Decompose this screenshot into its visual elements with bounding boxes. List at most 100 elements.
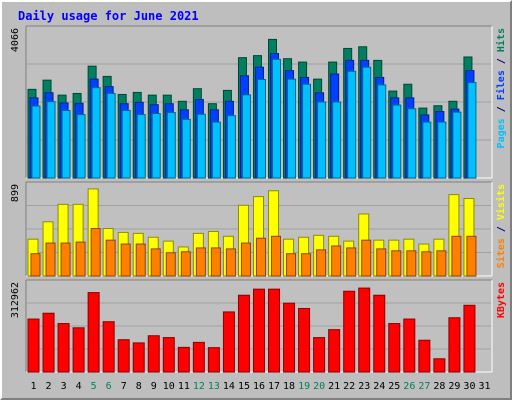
bar-sites-30 [466,235,477,277]
bar-kbytes-19 [298,307,311,373]
x-tick-label-25: 25 [388,381,400,392]
bar-kbytes-8 [132,342,145,373]
x-tick-label-5: 5 [91,381,97,392]
bar-pages-17 [272,58,282,179]
bar-kbytes-3 [57,323,70,373]
bar-kbytes-2 [42,312,55,373]
x-tick-label-28: 28 [433,381,445,392]
bar-pages-23 [362,66,372,179]
bar-sites-6 [105,239,116,277]
bar-sites-16 [255,237,266,277]
bar-pages-6 [106,92,116,179]
bar-sites-9 [150,248,161,277]
bar-sites-29 [451,235,462,277]
x-tick-label-4: 4 [76,381,82,392]
bar-kbytes-30 [463,304,476,373]
bar-kbytes-6 [102,321,115,373]
y-tick-label-visits-sites: 899 [10,184,21,202]
bar-kbytes-21 [328,329,341,373]
bar-pages-22 [347,70,357,179]
bar-pages-26 [407,108,417,179]
bar-sites-4 [75,241,86,277]
bar-pages-18 [287,78,297,179]
bar-pages-30 [467,82,477,179]
bar-pages-27 [422,121,432,179]
x-tick-label-31: 31 [478,381,490,392]
bar-sites-8 [135,243,146,277]
bar-pages-16 [256,78,266,179]
bar-sites-7 [120,243,131,277]
bar-kbytes-16 [252,288,265,373]
bar-kbytes-10 [162,337,175,373]
bar-kbytes-29 [448,317,461,373]
bar-kbytes-22 [343,290,356,373]
bar-sites-21 [331,245,342,277]
bar-kbytes-26 [403,318,416,373]
legend-part-0: Sites [495,238,507,268]
x-tick-label-11: 11 [178,381,190,392]
y-tick-label-hits-files-pages: 4066 [10,28,21,52]
legend-part-4: Hits [495,28,507,52]
bar-sites-25 [391,250,402,277]
bar-pages-28 [437,121,447,179]
bar-pages-19 [302,83,312,179]
bar-pages-7 [121,110,131,179]
x-tick-label-17: 17 [268,381,280,392]
x-tick-label-18: 18 [283,381,295,392]
bar-kbytes-15 [237,294,250,373]
bar-sites-26 [406,250,417,277]
bar-sites-18 [286,253,297,277]
legend-visits-sites: Sites / Visits [495,184,507,268]
bar-pages-14 [226,115,236,179]
bar-pages-11 [181,118,191,179]
chart-title: Daily usage for June 2021 [18,9,199,23]
bar-sites-5 [90,228,101,277]
bar-kbytes-27 [418,339,431,373]
x-tick-label-3: 3 [61,381,67,392]
bar-kbytes-4 [72,327,85,373]
bar-sites-27 [421,251,432,277]
bar-pages-12 [196,113,206,179]
x-tick-label-12: 12 [193,381,205,392]
x-tick-label-1: 1 [31,381,37,392]
bar-pages-20 [317,101,327,179]
x-tick-label-16: 16 [253,381,265,392]
bar-pages-13 [211,121,221,179]
x-tick-label-2: 2 [46,381,52,392]
bar-sites-12 [195,247,206,277]
x-tick-label-26: 26 [403,381,415,392]
x-tick-label-22: 22 [343,381,355,392]
bar-pages-4 [76,114,86,179]
x-tick-label-19: 19 [298,381,310,392]
bar-kbytes-11 [177,346,190,373]
bar-kbytes-9 [147,335,160,373]
bar-pages-25 [392,104,402,179]
bar-kbytes-20 [313,337,326,373]
bar-pages-29 [452,111,462,179]
bar-sites-20 [316,249,327,277]
bar-kbytes-7 [117,339,130,373]
x-tick-label-9: 9 [151,381,157,392]
bar-sites-3 [60,242,71,277]
bar-sites-11 [180,251,191,277]
bar-sites-10 [165,252,176,277]
x-tick-label-8: 8 [136,381,142,392]
x-tick-label-13: 13 [208,381,220,392]
bar-kbytes-17 [268,288,281,373]
bar-pages-5 [91,87,101,179]
bar-kbytes-23 [358,287,371,373]
legend-part-2: Visits [495,184,507,220]
bar-pages-24 [377,84,387,179]
bar-kbytes-25 [388,323,401,373]
x-tick-label-24: 24 [373,381,385,392]
bar-sites-28 [436,250,447,277]
legend-part-1: / [496,220,507,238]
bar-pages-3 [61,110,71,179]
bar-pages-2 [46,101,56,179]
x-tick-label-7: 7 [121,381,127,392]
bar-kbytes-13 [207,347,220,373]
legend-part-3: / [496,52,507,70]
bar-kbytes-18 [283,302,296,373]
